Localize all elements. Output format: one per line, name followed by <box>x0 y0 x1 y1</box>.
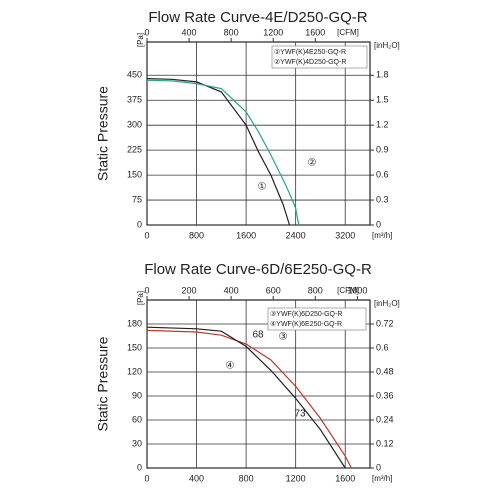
x2-tick-label: 400 <box>182 27 197 37</box>
x2-tick-label: 0 <box>144 27 149 37</box>
x-tick-label: 0 <box>144 230 149 240</box>
y-axis-label: Static Pressure <box>95 336 111 431</box>
y-unit: [Pa] <box>136 291 145 305</box>
y2-tick-label: 0 <box>376 462 381 472</box>
y-unit: [Pa] <box>136 33 145 47</box>
y-tick-label: 90 <box>132 390 142 400</box>
annotation: 73 <box>294 409 306 420</box>
x2-tick-label: 600 <box>266 285 281 295</box>
legend-box <box>271 45 368 69</box>
plot-frame <box>146 41 371 226</box>
x2-tick-label: 1600 <box>305 27 325 37</box>
y-tick-label: 300 <box>127 120 142 130</box>
chart-title: Flow Rate Curve-4E/D250-GQ-R <box>148 9 367 26</box>
x-tick-label: 800 <box>239 473 254 483</box>
y2-tick-label: 0.48 <box>376 366 394 376</box>
y-tick-label: 30 <box>132 438 142 448</box>
curve <box>146 329 352 469</box>
y2-tick-label: 0.6 <box>376 342 389 352</box>
y2-tick-label: 0.36 <box>376 390 394 400</box>
curve <box>146 79 300 226</box>
y-tick-label: 150 <box>127 169 142 179</box>
annotation: 68 <box>252 330 264 341</box>
annotation: ① <box>258 182 267 193</box>
x2-tick-label: 800 <box>224 27 239 37</box>
y-tick-label: 150 <box>127 342 142 352</box>
y2-tick-label: 1.2 <box>376 120 389 130</box>
x2-tick-label: 200 <box>182 285 197 295</box>
x2-tick-label: 1200 <box>263 27 283 37</box>
y2-tick-label: 0.72 <box>376 318 394 328</box>
y2-tick-label: 0.24 <box>376 414 394 424</box>
x-unit: [m³/h] <box>372 231 392 240</box>
curve <box>146 78 291 226</box>
y-tick-label: 180 <box>127 318 142 328</box>
y2-tick-label: 1.8 <box>376 70 389 80</box>
x-tick-label: 0 <box>144 473 149 483</box>
x2-tick-label: 1000 <box>347 285 367 295</box>
x2-unit: [CFM] <box>337 286 359 295</box>
legend-entry: ③YWF(K)6D250-GQ-R <box>270 310 342 318</box>
chart-title: Flow Rate Curve-6D/6E250-GQ-R <box>144 261 372 278</box>
y2-tick-label: 0.9 <box>376 145 389 155</box>
legend-entry: ①YWF(K)4E250-GQ-R <box>274 48 346 56</box>
annotation: ② <box>308 158 317 169</box>
x-tick-label: 400 <box>189 473 204 483</box>
x-tick-label: 1600 <box>236 230 256 240</box>
y2-unit: [inH₂O] <box>374 41 400 50</box>
x2-tick-label: 800 <box>308 285 323 295</box>
y-tick-label: 75 <box>132 194 142 204</box>
legend-entry: ④YWF(K)6E250-GQ-R <box>270 320 342 328</box>
x-tick-label: 1600 <box>335 473 355 483</box>
y-tick-label: 0 <box>137 462 142 472</box>
y2-tick-label: 0.6 <box>376 169 389 179</box>
x2-tick-label: 400 <box>224 285 239 295</box>
y-tick-label: 375 <box>127 95 142 105</box>
y-tick-label: 0 <box>137 219 142 229</box>
y2-tick-label: 0.12 <box>376 438 394 448</box>
legend-entry: ②YWF(K)4D250-GQ-R <box>274 58 346 66</box>
y-tick-label: 60 <box>132 414 142 424</box>
y2-tick-label: 0 <box>376 219 381 229</box>
y2-unit: [inH₂O] <box>374 299 400 308</box>
y2-tick-label: 0.3 <box>376 194 389 204</box>
y2-tick-label: 1.5 <box>376 95 389 105</box>
y-tick-label: 225 <box>127 145 142 155</box>
y-tick-label: 120 <box>127 366 142 376</box>
y-axis-label: Static Pressure <box>95 86 111 181</box>
x-tick-label: 2400 <box>286 230 306 240</box>
x-tick-label: 1200 <box>286 473 306 483</box>
x-tick-label: 800 <box>189 230 204 240</box>
curve <box>146 326 346 469</box>
annotation: ③ <box>279 332 288 343</box>
x-tick-label: 3200 <box>335 230 355 240</box>
x2-tick-label: 0 <box>144 285 149 295</box>
annotation: ④ <box>226 361 235 372</box>
legend-box <box>267 307 367 331</box>
y-tick-label: 450 <box>127 70 142 80</box>
x-unit: [m³/h] <box>372 474 392 483</box>
x2-unit: [CFM] <box>337 28 359 37</box>
